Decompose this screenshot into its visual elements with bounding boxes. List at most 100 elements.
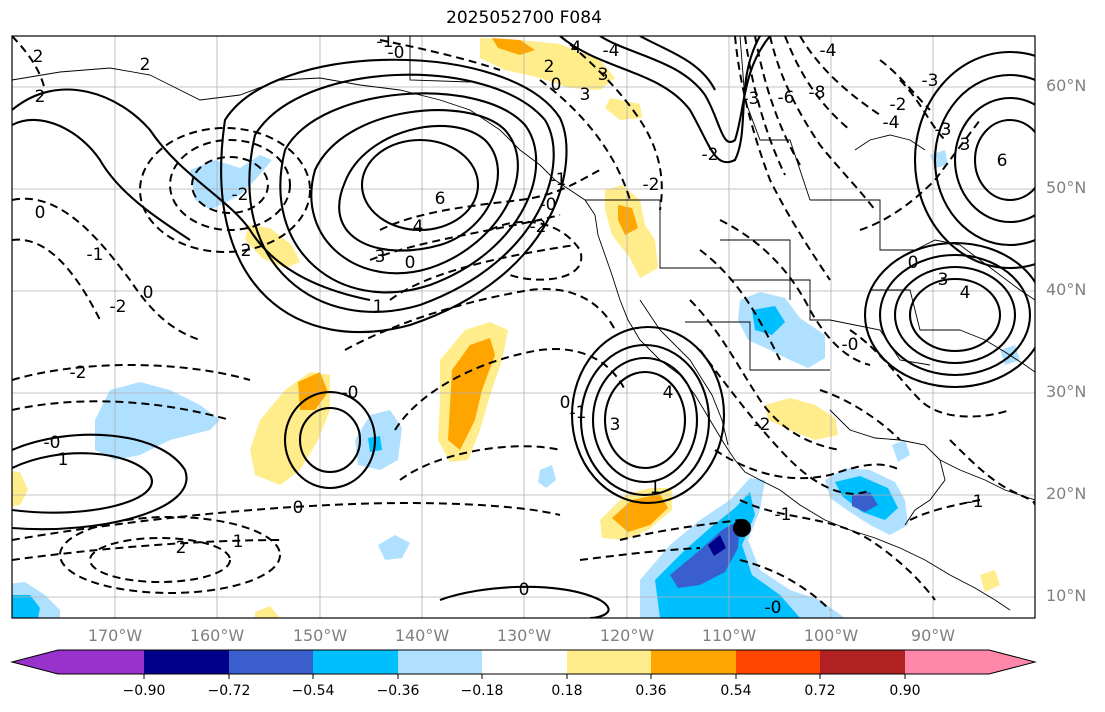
contour-label: 0 — [293, 498, 304, 518]
contour-label: -2 — [110, 297, 127, 317]
contour-label: 2 — [241, 241, 252, 261]
colorbar-segment — [905, 650, 989, 674]
colorbar-segment — [736, 650, 820, 674]
lon-label: 170°W — [87, 626, 143, 645]
contour-label: 3 — [580, 85, 591, 105]
lat-label: 50°N — [1046, 178, 1087, 197]
lat-label: 20°N — [1046, 484, 1087, 503]
contour-label: -0 — [44, 433, 61, 453]
lon-label: 140°W — [394, 626, 450, 645]
colorbar-tick-label: −0.54 — [291, 683, 335, 699]
lat-label: 30°N — [1046, 382, 1087, 401]
colorbar-max-extend — [989, 650, 1035, 674]
contour-label: -0 — [540, 195, 557, 215]
contour-label: -4 — [603, 41, 620, 61]
colorbar-tick-label: −0.72 — [207, 683, 251, 699]
lat-label: 10°N — [1046, 586, 1087, 605]
dashed-contours — [12, 36, 1035, 611]
contour-label: -2 — [530, 217, 547, 237]
colorbar — [10, 649, 1037, 679]
contour-label: 0 — [405, 253, 416, 273]
colorbar-segment — [482, 650, 567, 674]
colorbar-outline — [10, 649, 1037, 675]
colorbar-min-extend — [12, 650, 58, 674]
contour-label: 4 — [663, 383, 674, 403]
colorbar-segment — [313, 650, 398, 674]
colorbar-tick-label: 0.54 — [720, 683, 752, 699]
map-title: 2025052700 F084 — [446, 8, 602, 28]
lon-label: 160°W — [189, 626, 245, 645]
contour-label: 2 — [176, 538, 187, 558]
contour-label: -1 — [570, 403, 587, 423]
contour-label: 3 — [938, 270, 949, 290]
storm-center-marker — [733, 519, 751, 537]
contour-labels: 2 2 -1 -0 2 -2 0 2 -1 -2 0 -2 -0 1 0 1 6… — [33, 32, 1008, 618]
lat-label: 40°N — [1046, 280, 1087, 299]
contour-label: 3 — [598, 65, 609, 85]
contour-label: -3 — [935, 120, 952, 140]
contour-label: 2 — [35, 87, 46, 107]
contour-label: -2 — [702, 145, 719, 165]
contour-label: -3 — [743, 89, 760, 109]
contour-label: 2 — [33, 47, 44, 67]
contour-label: 0 — [519, 580, 530, 600]
lon-label: 90°W — [910, 626, 956, 645]
colorbar-tick-label: 0.72 — [804, 683, 836, 699]
contour-label: -1 — [550, 170, 567, 190]
contour-label: 0 — [908, 253, 919, 273]
contour-label: -2 — [643, 175, 660, 195]
contour-label: 0 — [143, 283, 154, 303]
contour-label: -2 — [754, 415, 771, 435]
lon-label: 150°W — [292, 626, 348, 645]
colorbar-segment — [58, 650, 144, 674]
contour-label: -1 — [377, 32, 394, 52]
colorbar-segment — [567, 650, 651, 674]
contour-label: -4 — [883, 113, 900, 133]
colorbar-segment — [144, 650, 229, 674]
contour-label: 1 — [373, 297, 384, 317]
contour-label: -6 — [778, 88, 795, 108]
lon-label: 120°W — [599, 626, 655, 645]
contour-label: -3 — [922, 71, 939, 91]
contour-label: 3 — [610, 415, 621, 435]
contour-label: 4 — [960, 283, 971, 303]
lat-label: 60°N — [1046, 76, 1087, 95]
contour-label: -0 — [388, 43, 405, 63]
contour-label: 1 — [58, 450, 69, 470]
solid-contours — [12, 36, 1035, 618]
contour-label: 2 — [544, 57, 555, 77]
contour-label: -0 — [342, 383, 359, 403]
map-frame — [11, 35, 1036, 619]
contour-label: -2 — [70, 363, 87, 383]
contour-label: 3 — [375, 247, 386, 267]
contour-label: 3 — [960, 135, 971, 155]
contour-label: 0 — [551, 75, 562, 95]
contour-label: 4 — [413, 217, 424, 237]
contour-label: 2 — [140, 55, 151, 75]
lon-label: 110°W — [701, 626, 757, 645]
shaded-regions — [12, 38, 1020, 618]
colorbar-tick-label: 0.90 — [889, 683, 921, 699]
contour-label: 6 — [435, 189, 446, 209]
colorbar-tick-label: 0.36 — [635, 683, 667, 699]
contour-label: 6 — [997, 151, 1008, 171]
contour-label: 1 — [650, 478, 661, 498]
contour-label: -1 — [775, 505, 792, 525]
contour-label: 1 — [233, 532, 244, 552]
contour-label: 4 — [571, 38, 582, 58]
contour-label: 0 — [560, 393, 571, 413]
colorbar-tick-label: −0.36 — [376, 683, 420, 699]
contour-label: -0 — [842, 335, 859, 355]
lon-label: 100°W — [803, 626, 859, 645]
contour-label: 0 — [35, 203, 46, 223]
contour-label: -8 — [809, 83, 826, 103]
contour-label: -1 — [87, 245, 104, 265]
colorbar-segment — [229, 650, 313, 674]
colorbar-segment — [398, 650, 482, 674]
colorbar-tick-label: 0.18 — [551, 683, 583, 699]
contour-label: -1 — [967, 492, 984, 512]
contour-label: -2 — [890, 95, 907, 115]
lon-label: 130°W — [496, 626, 552, 645]
colorbar-segment — [820, 650, 905, 674]
